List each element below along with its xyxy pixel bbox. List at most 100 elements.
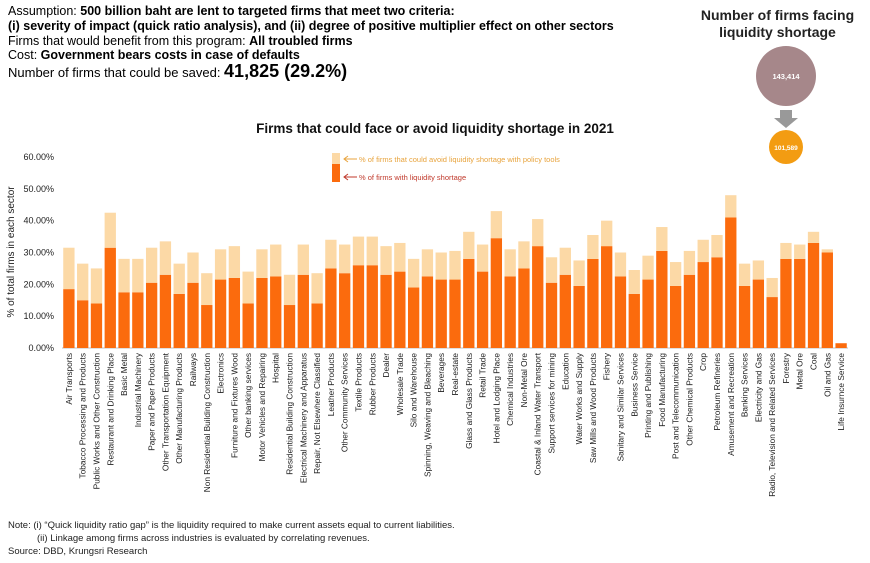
bar-avoid xyxy=(118,258,130,293)
bar-shortage xyxy=(118,292,130,348)
bar-avoid xyxy=(339,244,351,274)
bar-avoid xyxy=(518,241,530,269)
bar-shortage xyxy=(311,303,323,348)
bar-avoid xyxy=(159,241,172,275)
x-tick-label: Education xyxy=(560,353,570,390)
x-tick-label: Sanitary and Similar Services xyxy=(615,353,625,461)
bar-avoid xyxy=(242,271,254,304)
bubble-before-value: 143,414 xyxy=(772,72,800,81)
bar-avoid xyxy=(201,273,213,306)
x-tick-label: Petroleum Refineries xyxy=(712,353,722,430)
bar-shortage xyxy=(835,343,847,348)
saved-label: Number of firms that could be saved: xyxy=(8,65,225,80)
x-tick-label: Other banking services xyxy=(243,353,253,438)
bar-avoid xyxy=(587,234,599,259)
bar-avoid xyxy=(697,239,709,263)
x-tick-label: Electricity and Gas xyxy=(753,353,763,422)
bar-shortage xyxy=(63,289,75,348)
x-tick-label: Public Works and Other Construction xyxy=(91,353,101,490)
bar-avoid xyxy=(187,252,199,283)
x-tick-label: Support services for mining xyxy=(547,353,557,454)
bar-shortage xyxy=(77,300,89,348)
x-tick-label: Chemical Industries xyxy=(505,353,515,426)
x-tick-label: Business Service xyxy=(629,353,639,417)
cost-label: Cost: xyxy=(8,48,41,62)
y-tick-label: 40.00% xyxy=(23,216,54,226)
bar-avoid xyxy=(490,211,503,239)
x-tick-label: Water Works and Supply xyxy=(574,352,584,444)
benefit-line: Firms that would benefit from this progr… xyxy=(8,34,353,49)
bar-avoid xyxy=(311,273,323,304)
x-tick-label: Other Manufacturing Products xyxy=(174,353,184,464)
bar-avoid xyxy=(407,258,420,288)
bar-avoid xyxy=(656,227,668,251)
y-tick-label: 0.00% xyxy=(28,343,54,353)
bar-shortage xyxy=(642,279,654,348)
bar-avoid xyxy=(283,274,296,306)
bar-shortage xyxy=(794,258,806,348)
bar-shortage xyxy=(380,274,392,348)
bubbles-title: Number of firms facing liquidity shortag… xyxy=(700,7,855,40)
criteria-line: (i) severity of impact (quick ratio anal… xyxy=(8,19,614,33)
bar-shortage xyxy=(104,247,116,348)
bar-shortage xyxy=(214,279,227,348)
bar-avoid xyxy=(669,262,682,286)
bar-avoid xyxy=(449,250,461,280)
bubble-after xyxy=(769,130,803,164)
x-tick-label: Motor Vehicles and Repairing xyxy=(257,353,267,462)
x-tick-label: Food Manufacturing xyxy=(657,353,667,427)
bar-avoid xyxy=(380,246,392,275)
x-tick-label: Other Transportation Equipment xyxy=(160,352,170,471)
bar-avoid xyxy=(794,244,806,259)
bar-avoid xyxy=(504,249,516,277)
legend-swatch-shortage xyxy=(332,164,340,182)
bar-avoid xyxy=(738,263,751,286)
benefit-label: Firms that would benefit from this progr… xyxy=(8,34,250,48)
bar-avoid xyxy=(821,249,833,253)
legend-arrow-shortage-icon xyxy=(343,173,357,181)
bar-shortage xyxy=(325,268,337,348)
y-tick-label: 60.00% xyxy=(23,152,54,162)
bar-avoid xyxy=(63,247,75,290)
bar-layer xyxy=(63,195,847,348)
x-tick-label: Other Community Services xyxy=(340,353,350,452)
y-axis-label: % of total firms in each sector xyxy=(6,186,17,318)
bar-shortage xyxy=(242,303,254,348)
x-tick-label: Textile Products xyxy=(353,353,363,412)
source-line: Source: DBD, Krungsri Research xyxy=(8,546,148,557)
bar-shortage xyxy=(725,217,737,348)
x-tick-label: Railways xyxy=(188,353,198,386)
y-tick-label: 10.00% xyxy=(23,311,54,321)
bar-avoid xyxy=(476,244,489,272)
bar-shortage xyxy=(270,276,282,348)
x-tick-label: Repair, Not Elsewhere Classified xyxy=(312,353,322,474)
x-tick-label: Residential Building Construction xyxy=(285,353,295,475)
x-tick-label: Crop xyxy=(698,353,708,371)
x-tick-label: Retail Trade xyxy=(478,353,488,398)
bar-shortage xyxy=(559,274,571,348)
bar-avoid xyxy=(366,236,378,266)
bar-shortage xyxy=(518,268,530,348)
x-tick-label: Dealer xyxy=(381,353,391,378)
legend-swatch-avoid xyxy=(332,153,340,164)
bar-shortage xyxy=(449,279,461,348)
x-tick-label: Hospital xyxy=(271,353,281,383)
x-tick-label: Real-estate xyxy=(450,353,460,396)
bar-avoid xyxy=(90,268,103,304)
x-tick-label: Rubber Products xyxy=(367,353,377,415)
bar-avoid xyxy=(807,231,820,243)
saved-value: 41,825 (29.2%) xyxy=(224,61,348,81)
x-tick-label: Silo and Warehouse xyxy=(409,353,419,428)
bar-shortage xyxy=(256,277,268,348)
bar-shortage xyxy=(407,287,420,348)
x-tick-label: Oil and Gas xyxy=(822,353,832,397)
bar-shortage xyxy=(669,285,682,348)
x-tick-label: Hotel and Lodging Place xyxy=(491,353,501,444)
bar-shortage xyxy=(366,265,378,348)
bar-avoid xyxy=(601,220,613,247)
bar-avoid xyxy=(228,246,241,278)
bar-shortage xyxy=(628,293,640,348)
bar-shortage xyxy=(173,293,185,348)
x-tick-label: Coastal & Inland Water Transport xyxy=(533,352,543,475)
bar-shortage xyxy=(339,273,351,348)
